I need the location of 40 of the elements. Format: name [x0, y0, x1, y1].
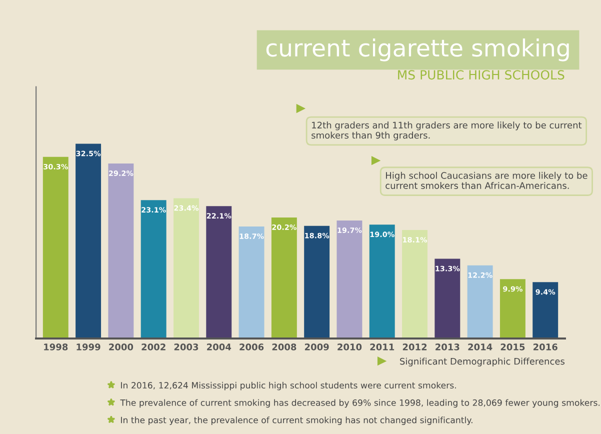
bar [336, 220, 362, 339]
bar [108, 164, 134, 339]
bar [271, 217, 297, 339]
annotation: 12th graders and 11th graders are more likely to be current smokers than 9th graders. [312, 122, 582, 140]
x-tick-label: 2012 [402, 344, 427, 350]
text: The prevalence of current smoking has decreased by 69% since 1998, leading to 28,069 fewer young smokers. [120, 399, 600, 408]
bar [369, 224, 395, 339]
x-tick-label: 2014 [468, 344, 492, 350]
x-tick-label: 2000 [109, 344, 134, 350]
x-tick-label: 2008 [272, 344, 296, 350]
x-tick-label: 2011 [370, 344, 394, 350]
x-tick-label: 2010 [338, 344, 362, 350]
x-tick-label: 2015 [500, 344, 525, 350]
bar [434, 258, 460, 339]
x-tick-label: 2004 [207, 344, 232, 350]
bar [532, 282, 558, 339]
bar [206, 206, 232, 339]
x-tick-label: 2003 [174, 344, 198, 350]
x-tick-label: 2002 [142, 344, 166, 350]
x-tick-label: 2016 [534, 344, 558, 350]
text: Significant Demographic Differences [400, 358, 564, 366]
x-tick-label: 1999 [76, 344, 100, 350]
text: In 2016, 12,624 Mississippi public high school students were current smokers. [121, 382, 456, 390]
bar [500, 279, 526, 339]
bar [42, 156, 68, 339]
bar [402, 230, 428, 339]
bar [467, 265, 493, 339]
annotation: High school Caucasians are more likely to be current smokers than African-Americans. [386, 172, 588, 189]
x-tick-label: 2009 [304, 344, 329, 350]
bar [140, 200, 166, 339]
bar [238, 226, 264, 339]
text: In the past year, the prevalence of current smoking has not changed significantly. [121, 416, 472, 425]
x-tick-label: 1998 [44, 344, 68, 350]
x-tick-label: 2013 [436, 344, 460, 350]
bar [304, 226, 330, 339]
x-tick-label: 2006 [240, 344, 264, 350]
bar [76, 144, 102, 339]
chart-subtitle: MS PUBLIC HIGH SCHOOLS [398, 70, 564, 80]
chart-title: current cigarette smoking [266, 38, 569, 62]
bar [174, 198, 199, 339]
